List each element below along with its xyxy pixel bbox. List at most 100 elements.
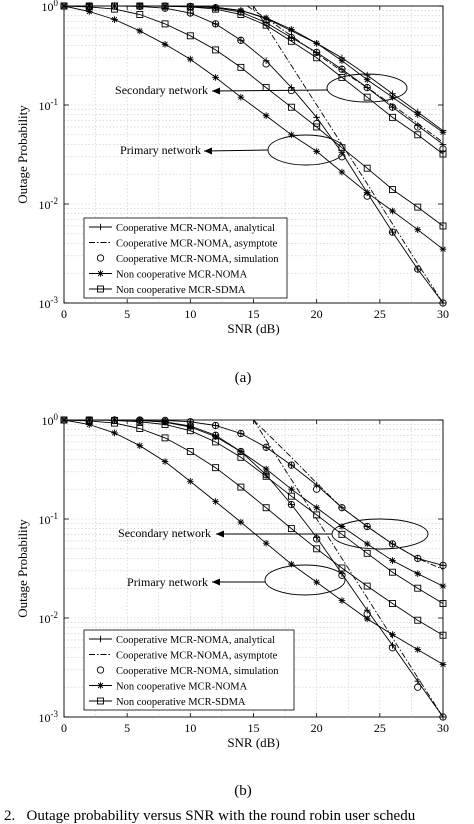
data-point [237, 447, 245, 456]
series-line [63, 419, 444, 665]
data-point [389, 207, 396, 215]
x-tick-label: 15 [248, 307, 260, 321]
data-point [414, 554, 422, 563]
data-point [262, 443, 270, 451]
chart-b: 0 5 10 15 20 25 30 100 10-1 10-2 10-3 SNR (dB) Outag… [15, 412, 449, 750]
data-point [287, 492, 295, 500]
annotation-arrowhead [212, 578, 220, 586]
data-point [186, 32, 194, 40]
annotation-label: Primary network [120, 143, 201, 157]
data-point [262, 14, 270, 22]
data-point [237, 429, 245, 438]
data-point [363, 549, 371, 557]
data-point [338, 530, 346, 538]
data-point [388, 103, 397, 111]
data-point [288, 26, 295, 33]
y-tick-label: 10-2 [39, 610, 59, 626]
data-point [288, 34, 295, 41]
x-tick-label: 30 [437, 721, 449, 735]
data-point [111, 429, 118, 437]
group-ellipse [267, 134, 345, 166]
data-point [287, 33, 296, 42]
figure-caption: 2. Outage probability versus SNR with th… [4, 808, 416, 824]
x-tick-label: 0 [61, 721, 67, 735]
data-point [161, 458, 169, 465]
x-tick-label: 0 [61, 307, 67, 321]
data-point [363, 522, 371, 531]
data-point [262, 60, 270, 68]
data-point [414, 584, 422, 592]
data-point [414, 226, 422, 234]
series-secondary-star [60, 416, 447, 590]
data-point [414, 111, 422, 118]
chart-a: 0 5 10 15 20 25 30 100 10-1 10-2 10-3 SNR (dB) Outag… [15, 0, 449, 336]
data-point [313, 534, 320, 541]
data-point [414, 265, 422, 273]
data-point [212, 4, 219, 11]
x-tick-label: 20 [311, 721, 323, 735]
data-point [313, 535, 321, 543]
data-point [237, 430, 245, 437]
data-point [262, 21, 270, 29]
data-point [237, 7, 245, 14]
data-point [313, 148, 320, 155]
data-point [363, 606, 371, 614]
data-point [414, 646, 422, 653]
data-point [388, 644, 397, 652]
legend-marker [97, 682, 104, 689]
data-point [313, 485, 321, 493]
legend-marker [97, 285, 104, 293]
data-point [338, 168, 346, 176]
data-point [262, 504, 270, 512]
group-ellipse [264, 564, 346, 596]
annotation-label: Primary network [127, 575, 208, 589]
data-point [313, 504, 320, 512]
x-tick-label: 10 [184, 307, 196, 321]
legend-label: Non cooperative MCR-NOMA [116, 682, 248, 693]
legend-marker [97, 270, 104, 277]
legend-marker [97, 223, 104, 231]
data-point [212, 432, 219, 439]
data-point [388, 228, 397, 236]
data-point [212, 20, 219, 28]
group-ellipse [326, 73, 408, 103]
data-point [187, 478, 194, 485]
data-point [85, 3, 93, 11]
data-point [363, 164, 371, 172]
data-point [212, 74, 219, 81]
legend-label: Cooperative MCR-NOMA, simulation [116, 666, 279, 677]
data-point [161, 418, 169, 426]
data-point [262, 471, 270, 479]
x-tick-label: 5 [124, 721, 130, 735]
data-point [338, 153, 346, 161]
data-point [363, 83, 371, 92]
data-point [212, 464, 220, 472]
y-tick-label: 100 [42, 0, 59, 14]
series-primary-square [60, 416, 447, 639]
data-point [211, 421, 220, 430]
data-point [414, 683, 422, 691]
data-point [262, 539, 270, 547]
legend-label: Non cooperative MCR-NOMA [116, 270, 248, 281]
data-point [414, 265, 422, 273]
data-point [338, 564, 346, 572]
data-point [363, 582, 371, 590]
legend-label: Cooperative MCR-NOMA, asymptote [116, 651, 278, 662]
series-secondary-circle [60, 416, 447, 570]
data-point [389, 93, 396, 101]
data-point [262, 443, 270, 451]
data-point [237, 518, 245, 526]
data-point [287, 103, 295, 111]
y-tick-label: 10-1 [39, 511, 59, 527]
data-point [212, 422, 219, 429]
data-point [363, 93, 371, 101]
data-point [338, 504, 346, 512]
legend-label: Non cooperative MCR-SDMA [116, 697, 246, 708]
data-point [161, 20, 169, 28]
data-point [85, 8, 93, 15]
data-point [388, 540, 397, 548]
legend: Cooperative MCR-NOMA, analytical Cooperat… [83, 217, 288, 299]
data-point [389, 186, 396, 193]
data-point [287, 461, 296, 469]
subfigure-label-b: (b) [234, 783, 252, 799]
